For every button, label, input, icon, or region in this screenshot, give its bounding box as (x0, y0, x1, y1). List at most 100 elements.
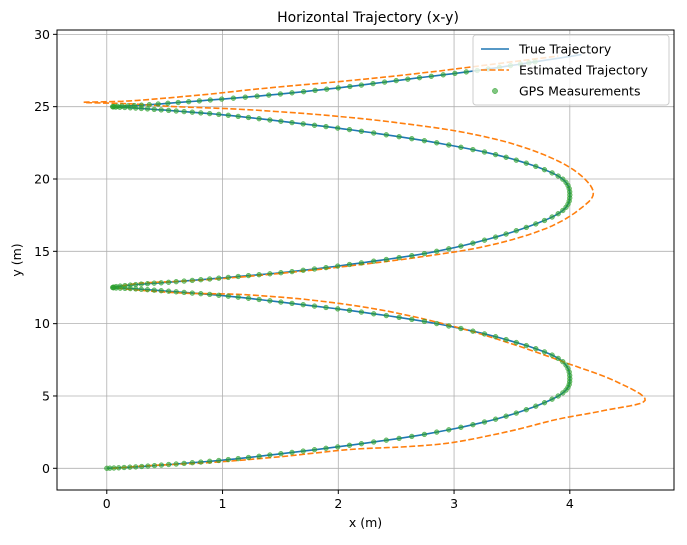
gps-measurements-series (104, 59, 573, 471)
gps-point (533, 163, 539, 170)
gps-point (300, 267, 306, 273)
gps-point (463, 69, 469, 75)
gps-point (189, 277, 195, 284)
gps-point (133, 464, 139, 470)
gps-point (146, 102, 152, 108)
gps-point (311, 122, 318, 128)
gps-point (196, 98, 203, 104)
gps-point (421, 431, 428, 438)
gps-point (446, 142, 452, 148)
gps-point (358, 441, 365, 447)
gps-point (323, 264, 329, 271)
gps-point (278, 451, 284, 457)
gps-point (523, 160, 529, 166)
gps-point (513, 339, 519, 346)
plot-area (83, 53, 646, 471)
gps-point (278, 299, 284, 305)
gps-point (216, 275, 222, 281)
gps-point (216, 457, 222, 464)
gps-point (267, 117, 273, 123)
gps-point (311, 447, 318, 453)
gps-point (114, 103, 120, 109)
gps-point (492, 151, 499, 158)
gps-point (434, 429, 440, 435)
gps-point (396, 314, 402, 321)
gps-point (216, 292, 222, 298)
gps-point (173, 461, 179, 467)
gps-point (138, 286, 144, 292)
gps-point (335, 125, 341, 131)
gps-point (127, 282, 133, 288)
estimated-trajectory-legend-label: Estimated Trajectory (519, 63, 648, 78)
gps-point (481, 149, 488, 155)
gps-point (549, 214, 555, 220)
gps-point (358, 128, 365, 134)
gps-point (225, 456, 231, 463)
gps-point (560, 359, 566, 365)
gps-point (133, 281, 139, 288)
gps-point (125, 103, 131, 109)
legend: True Trajectory Estimated Trajectory GPS M… (472, 34, 670, 106)
gps-point (452, 70, 458, 77)
gps-point (458, 243, 464, 249)
gps-point (175, 99, 181, 106)
gps-point (523, 407, 529, 413)
gps-point (358, 82, 365, 88)
gps-point (428, 73, 434, 79)
gps-point (503, 413, 509, 419)
gps-point (492, 234, 499, 240)
x-tick-label: 2 (334, 496, 342, 511)
gps-point (421, 138, 428, 144)
gps-point (409, 433, 415, 440)
x-axis-label: x (m) (349, 515, 382, 530)
gps-point (396, 435, 402, 442)
gps-point (513, 410, 519, 416)
gps-point (533, 221, 539, 227)
gps-point (492, 334, 499, 340)
gps-point (312, 87, 318, 94)
gps-point (371, 130, 377, 136)
x-tick-label: 4 (566, 496, 574, 511)
gps-point (335, 85, 341, 91)
gps-point (446, 427, 452, 433)
gps-point (409, 253, 415, 259)
gps-point (117, 283, 123, 289)
gps-point (277, 91, 284, 97)
y-tick-label: 10 (34, 316, 50, 331)
gps-point (470, 422, 476, 428)
y-axis-label: y (m) (9, 243, 24, 276)
gps-point (158, 288, 164, 294)
gps-point (393, 77, 399, 84)
gps-point (383, 132, 389, 138)
gps-point (381, 79, 388, 85)
gps-point (563, 362, 569, 368)
gps-point (300, 121, 306, 127)
gps-point (533, 403, 539, 409)
gps-point (289, 300, 295, 307)
gps-point (230, 95, 237, 101)
gps-point (278, 118, 284, 124)
gps-point (138, 281, 144, 287)
x-tick-label: 3 (450, 496, 458, 511)
gps-point (165, 100, 171, 106)
gps-point (144, 281, 151, 287)
gps-point (421, 250, 428, 257)
gps-point (541, 400, 548, 406)
estimated-trajectory-line (83, 55, 646, 470)
grid (57, 30, 674, 490)
gps-point (371, 258, 377, 264)
gps-point (470, 328, 476, 334)
gps-point (358, 309, 365, 315)
gps-point (396, 134, 402, 140)
gps-point (513, 228, 519, 234)
gps-point (198, 110, 204, 116)
gps-point (541, 349, 548, 355)
gps-point (225, 293, 231, 299)
gps-measurements-legend-label: GPS Measurements (519, 84, 640, 99)
gps-point (409, 316, 415, 323)
gps-point (383, 256, 389, 263)
gps-point (289, 449, 295, 456)
gps-point (181, 278, 187, 284)
gps-point (267, 271, 273, 277)
gps-point (323, 123, 329, 130)
